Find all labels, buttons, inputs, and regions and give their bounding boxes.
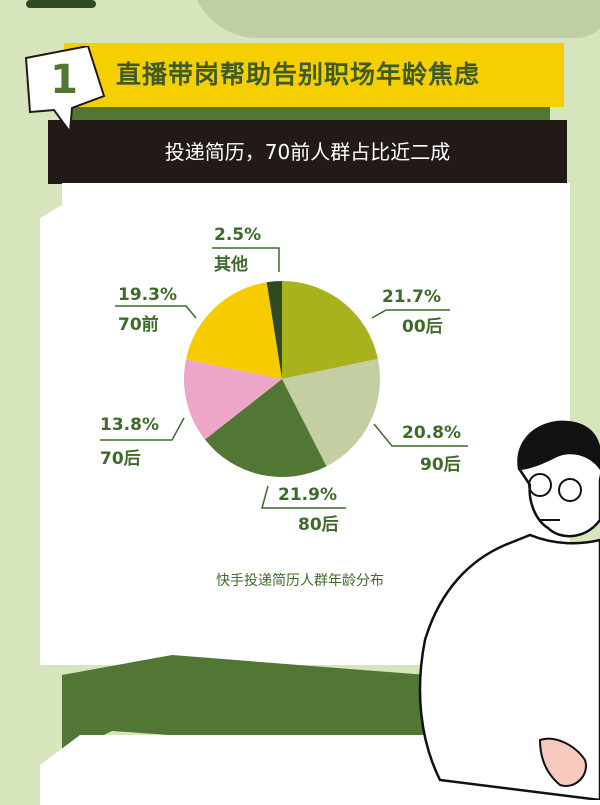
label-80: 80后 [298, 515, 339, 535]
leader-line-70h [100, 417, 185, 441]
pie-slice-4 [185, 282, 282, 379]
badge-number: 1 [50, 57, 78, 103]
title-bar [64, 43, 564, 107]
pie-slice-0 [282, 281, 378, 379]
pie-slice-5 [266, 281, 282, 379]
leader-lines [100, 247, 468, 509]
label-70h-value: 13.8% [100, 415, 159, 435]
label-80-value: 21.9% [278, 485, 337, 505]
leader-line-70q [115, 305, 197, 319]
label-90-value: 20.8% [402, 423, 461, 443]
label-90: 90后 [420, 455, 461, 475]
label-00: 00后 [402, 317, 443, 337]
pie-slice-3 [184, 359, 282, 440]
label-70q-value: 19.3% [118, 285, 177, 305]
background-blob [190, 0, 600, 38]
label-70h: 70后 [100, 449, 141, 469]
decorative-mark [26, 0, 96, 8]
section-subtitle: 投递简历，70前人群占比近二成 [164, 140, 451, 164]
leader-line-80 [261, 485, 346, 509]
section-title: 直播带岗帮助告别职场年龄焦虑 [116, 60, 481, 89]
pie-slice-1 [282, 358, 380, 467]
number-badge: 1 [24, 46, 106, 135]
pie-slice-2 [204, 379, 327, 477]
chart-caption: 快手投递简历人群年龄分布 [216, 573, 384, 589]
leader-line-00 [371, 309, 450, 319]
subtitle-bar [48, 120, 567, 184]
leader-line-90 [373, 423, 468, 447]
label-00-value: 21.7% [382, 287, 441, 307]
leader-line-other [212, 247, 280, 272]
label-other-value: 2.5% [214, 225, 262, 245]
label-70q: 70前 [118, 315, 159, 335]
label-other: 其他 [214, 255, 248, 275]
